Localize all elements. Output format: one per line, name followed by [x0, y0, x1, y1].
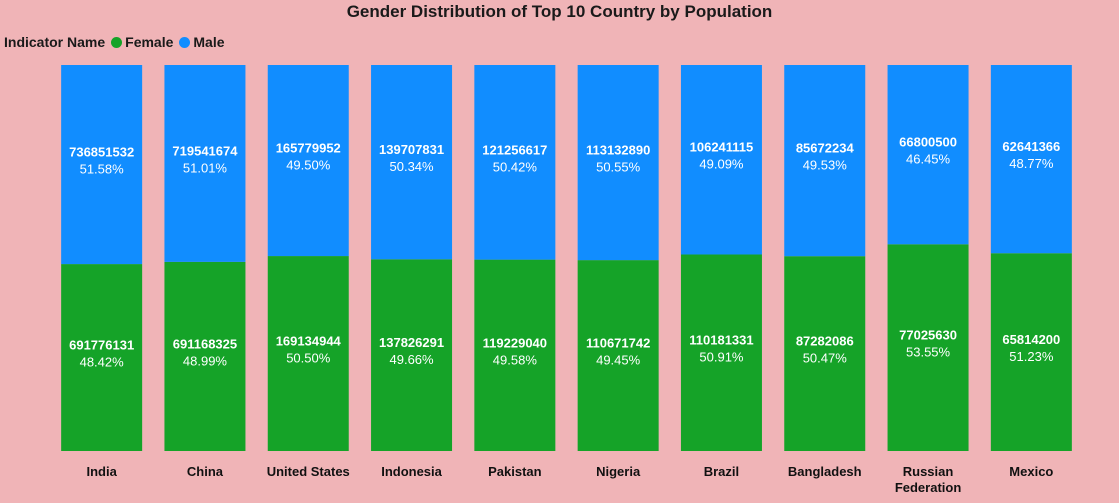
bar-female-nigeria[interactable] — [577, 260, 659, 451]
bar-female-china[interactable] — [164, 261, 246, 451]
chart-title: Gender Distribution of Top 10 Country by… — [346, 2, 773, 21]
legend-item-female[interactable]: Female — [105, 34, 173, 50]
data-label-female-value-bangladesh: 87282086 — [796, 334, 854, 349]
bar-female-pakistan[interactable] — [474, 259, 556, 451]
data-label-male-value-brazil: 106241115 — [690, 140, 754, 155]
data-label-male-value-russian-federation: 66800500 — [899, 135, 957, 150]
legend-item-male[interactable]: Male — [173, 34, 225, 50]
data-label-male-value-nigeria: 113132890 — [586, 143, 650, 158]
data-label-male-percent-bangladesh: 49.53% — [803, 158, 848, 173]
x-tick-label-bangladesh: Bangladesh — [788, 464, 862, 479]
data-label-female-percent-indonesia: 49.66% — [390, 352, 435, 367]
x-tick-label-russian-federation: Russian Federation — [895, 464, 962, 495]
data-label-female-value-nigeria: 110671742 — [586, 336, 650, 351]
x-tick-label-india: India — [86, 464, 117, 479]
data-label-female-value-brazil: 110181331 — [689, 333, 753, 348]
data-label-female-percent-india: 48.42% — [80, 355, 125, 370]
data-label-male-percent-pakistan: 50.42% — [493, 159, 538, 174]
data-label-female-percent-pakistan: 49.58% — [493, 352, 538, 367]
bar-male-nigeria[interactable] — [577, 65, 659, 261]
bar-female-russian-federation[interactable] — [887, 244, 969, 451]
data-label-female-value-mexico: 65814200 — [1002, 332, 1060, 347]
legend-title: Indicator Name — [4, 34, 106, 50]
data-label-female-value-china: 691168325 — [173, 336, 237, 351]
bar-female-bangladesh[interactable] — [784, 256, 866, 451]
x-tick-label-indonesia: Indonesia — [381, 464, 442, 479]
legend: Indicator Name Female Male — [4, 34, 225, 50]
data-label-male-percent-china: 51.01% — [183, 160, 228, 175]
data-label-female-percent-nigeria: 49.45% — [596, 353, 641, 368]
data-label-female-value-indonesia: 137826291 — [379, 335, 444, 350]
x-tick-label-nigeria: Nigeria — [596, 464, 641, 479]
bar-female-india[interactable] — [61, 264, 143, 451]
bar-female-brazil[interactable] — [680, 254, 762, 451]
data-label-male-percent-mexico: 48.77% — [1009, 156, 1054, 171]
bar-male-russian-federation[interactable] — [887, 65, 969, 245]
data-label-female-percent-bangladesh: 50.47% — [803, 351, 848, 366]
x-tick-label-mexico: Mexico — [1009, 464, 1053, 479]
data-label-male-percent-brazil: 49.09% — [699, 157, 744, 172]
data-label-male-value-pakistan: 121256617 — [482, 142, 547, 157]
legend-label-male: Male — [193, 34, 225, 50]
data-label-male-value-china: 719541674 — [172, 143, 238, 158]
bar-female-indonesia[interactable] — [371, 259, 453, 451]
data-label-female-value-united-states: 169134944 — [276, 334, 342, 349]
x-tick-label-brazil: Brazil — [704, 464, 739, 479]
data-label-male-percent-india: 51.58% — [80, 162, 125, 177]
data-label-male-percent-russian-federation: 46.45% — [906, 152, 951, 167]
bar-male-mexico[interactable] — [990, 65, 1072, 254]
data-label-female-percent-brazil: 50.91% — [699, 350, 744, 365]
data-label-male-percent-united-states: 49.50% — [286, 158, 331, 173]
bar-male-pakistan[interactable] — [474, 65, 556, 260]
data-label-male-value-india: 736851532 — [69, 145, 134, 160]
bar-male-bangladesh[interactable] — [784, 65, 866, 257]
data-label-male-percent-nigeria: 50.55% — [596, 160, 641, 175]
legend-dot-female — [111, 36, 123, 48]
data-label-female-value-pakistan: 119229040 — [483, 335, 547, 350]
data-label-male-value-united-states: 165779952 — [276, 141, 341, 156]
bar-male-india[interactable] — [61, 65, 143, 265]
bar-male-china[interactable] — [164, 65, 246, 262]
bar-female-mexico[interactable] — [990, 253, 1072, 451]
data-label-female-percent-united-states: 50.50% — [286, 351, 331, 366]
x-tick-label-china: China — [187, 464, 224, 479]
x-tick-label-pakistan: Pakistan — [488, 464, 542, 479]
data-label-male-value-mexico: 62641366 — [1002, 139, 1060, 154]
x-tick-label-united-states: United States — [267, 464, 350, 479]
legend-label-female: Female — [125, 34, 174, 50]
data-label-male-percent-indonesia: 50.34% — [390, 159, 435, 174]
data-label-male-value-indonesia: 139707831 — [379, 142, 444, 157]
data-label-female-percent-russian-federation: 53.55% — [906, 345, 951, 360]
data-label-male-value-bangladesh: 85672234 — [796, 141, 855, 156]
bar-male-brazil[interactable] — [680, 65, 762, 255]
bar-male-indonesia[interactable] — [371, 65, 453, 260]
legend-dot-male — [179, 36, 191, 48]
data-label-female-value-india: 691776131 — [69, 338, 134, 353]
bar-male-united-states[interactable] — [267, 65, 349, 257]
data-label-female-percent-mexico: 51.23% — [1009, 349, 1054, 364]
bar-female-united-states[interactable] — [267, 256, 349, 451]
data-label-female-percent-china: 48.99% — [183, 353, 228, 368]
data-label-female-value-russian-federation: 77025630 — [899, 328, 957, 343]
